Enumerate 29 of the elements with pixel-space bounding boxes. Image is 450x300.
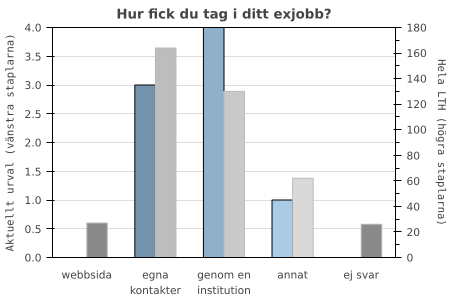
y2-tick-label: 100 [406,124,428,137]
y2-tick-label: 80 [406,149,420,162]
y-tick-label: 2.0 [24,136,42,150]
y-tick-label: 1.5 [24,165,42,178]
x-tick-label: annat [277,268,308,282]
y2-tick-label: 40 [406,200,420,214]
y2-tick-label: 120 [406,98,428,112]
y2-axis-title: Hela LTH (högra staplarna) [434,59,448,226]
y-tick-label: 1.0 [24,194,42,207]
y-axis-title: Aktuellt urval (vänstra staplarna) [4,33,17,252]
chart-title: Hur fick du tag i ditt exjobb? [116,8,332,22]
y-tick-label: 3.5 [24,50,42,64]
x-tick-label: ej svar [343,268,380,282]
y2-tick-label: 0 [406,252,414,264]
y2-tick-label: 60 [406,174,420,188]
y-tick-label: 3.0 [24,79,42,92]
x-tick-label: webbsida [61,268,112,282]
y-tick-label: 0.5 [24,222,42,236]
bar [360,224,382,258]
x-tick-label: genom en institution [197,268,251,298]
y-tick-label: 0.0 [24,252,42,264]
y-tick-label: 4.0 [24,22,42,34]
y-tick-label: 2.5 [24,108,42,121]
y2-tick-label: 140 [406,72,428,86]
bar [86,222,108,258]
x-tick-label: egna kontakter [130,268,182,298]
y2-tick-label: 180 [406,22,428,34]
y2-tick-label: 20 [406,226,420,239]
y2-tick-label: 160 [406,47,428,60]
